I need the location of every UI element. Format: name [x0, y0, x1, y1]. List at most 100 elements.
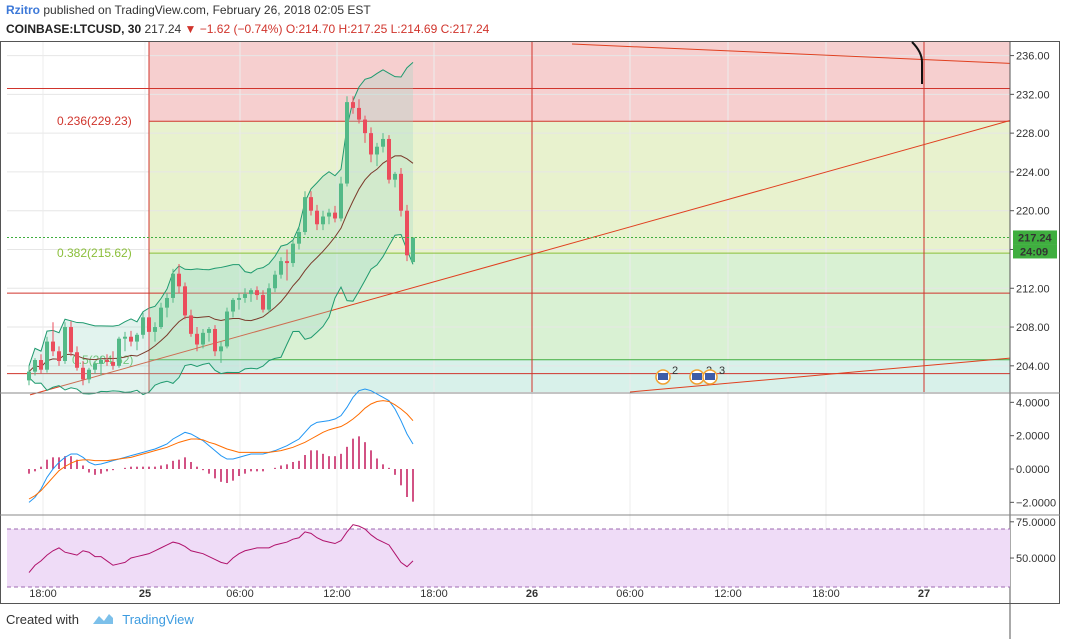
y-tick-label: 232.00 [1016, 89, 1050, 101]
candle-body [327, 212, 331, 217]
y-tick-label: 220.00 [1016, 206, 1050, 218]
candle-body [177, 273, 181, 287]
candle-body [411, 237, 415, 263]
candle-body [261, 295, 265, 310]
candle-body [363, 119, 367, 134]
trend-line [29, 120, 1011, 396]
candle-body [39, 360, 43, 370]
x-tick-label: 18:00 [29, 588, 57, 600]
candle-body [213, 328, 217, 352]
y-tick-label: 224.00 [1016, 167, 1050, 179]
countdown-box [1013, 244, 1057, 259]
ohlc-values: O:214.70 H:217.25 L:214.69 C:217.24 [285, 22, 490, 36]
chart-header-quote: COINBASE:LTCUSD, 30 217.24 ▼ −1.62 (−0.7… [6, 22, 489, 36]
candle-body [369, 133, 373, 155]
price-label-box [1013, 230, 1057, 245]
candle-body [141, 317, 145, 335]
trend-line [571, 43, 1011, 64]
publish-info: published on TradingView.com, February 2… [43, 3, 371, 17]
candle-body [33, 360, 37, 372]
us-flag-icon [705, 373, 715, 380]
last-price: 217.24 [144, 22, 182, 36]
candle-body [387, 138, 391, 180]
y-tick-label: 212.00 [1016, 283, 1050, 295]
candle-body [93, 363, 97, 370]
candle-body [231, 299, 235, 312]
x-tick-label: 18:00 [420, 588, 448, 600]
candle-body [123, 336, 127, 339]
candle-body [189, 315, 193, 334]
candle-body [399, 173, 403, 211]
candle-body [171, 273, 175, 298]
x-tick-label: 18:00 [812, 588, 840, 600]
candle-body [87, 369, 91, 380]
author-name[interactable]: Rzitro [6, 3, 40, 17]
us-flag-icon [658, 373, 668, 380]
candle-body [267, 288, 271, 310]
bollinger-band-fill [29, 62, 413, 395]
tradingview-brand[interactable]: TradingView [122, 612, 194, 627]
candle-body [225, 311, 229, 347]
y-tick-label: 204.00 [1016, 361, 1050, 373]
candle-body [375, 146, 379, 155]
candle-body [237, 297, 241, 300]
countdown-label: 24:09 [1020, 246, 1048, 258]
chart-header-publish: Rzitro published on TradingView.com, Feb… [6, 3, 371, 17]
candle-body [117, 338, 121, 366]
tradingview-logo-icon [92, 614, 113, 624]
candle-body [81, 367, 85, 380]
candle-body [255, 290, 259, 296]
candle-body [249, 290, 253, 295]
candle-body [27, 371, 31, 381]
x-tick-label: 26 [526, 588, 538, 600]
drawing-curve [911, 41, 923, 84]
candle-body [321, 216, 325, 225]
candle-body [99, 360, 103, 364]
candle-body [393, 173, 397, 180]
candle-body [69, 327, 73, 353]
rsi-tick-label: 50.0000 [1016, 553, 1056, 565]
candle-body [129, 336, 133, 342]
bollinger-basis [28, 155, 414, 372]
x-tick-label: 12:00 [714, 588, 742, 600]
event-count: 3 [719, 365, 725, 377]
candle-body [183, 286, 187, 316]
macd-tick-label: 0.0000 [1016, 464, 1050, 476]
candle-body [147, 317, 151, 332]
price-change: −1.62 (−0.74%) [199, 22, 283, 36]
candle-body [309, 197, 313, 211]
macd-tick-label: 4.0000 [1016, 397, 1050, 409]
candle-body [291, 243, 295, 264]
candle-body [159, 307, 163, 328]
candle-body [63, 327, 67, 361]
candle-body [345, 102, 349, 184]
candle-body [357, 107, 361, 120]
created-with-label: Created with [6, 612, 79, 627]
candle-body [153, 327, 157, 332]
fib-zone-0382-05 [149, 253, 1010, 360]
trend-line [629, 357, 1011, 393]
y-tick-label: 236.00 [1016, 51, 1050, 63]
x-tick-label: 06:00 [226, 588, 254, 600]
candle-body [135, 334, 139, 342]
candle-body [303, 197, 307, 233]
candle-body [207, 328, 211, 333]
chart-frame [0, 41, 1060, 604]
footer: Created with TradingView [6, 612, 194, 627]
candle-body [285, 261, 289, 264]
candle-body [105, 360, 109, 362]
bollinger-lower [28, 234, 414, 396]
price-label: 217.24 [1018, 232, 1053, 244]
candle-body [111, 361, 115, 366]
rsi-band-fill [7, 529, 1010, 587]
candle-body [381, 138, 385, 147]
rsi-line [28, 524, 414, 573]
macd-tick-label: 2.0000 [1016, 431, 1050, 443]
candle-body [339, 183, 343, 219]
x-tick-label: 25 [139, 588, 151, 600]
candle-body [201, 332, 205, 345]
macd-line [28, 388, 414, 503]
candle-body [243, 294, 247, 298]
fib-label: 0.236(229.23) [57, 114, 132, 128]
